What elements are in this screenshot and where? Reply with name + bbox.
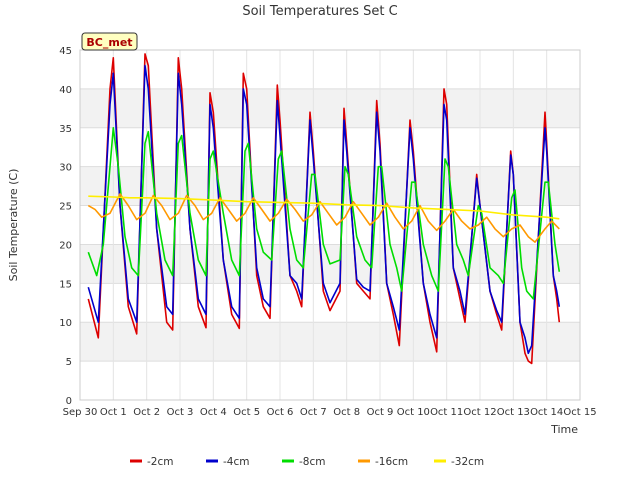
y-tick-label: 5 (66, 357, 72, 368)
y-tick-label: 35 (59, 124, 72, 135)
legend-item: -32cm (434, 456, 484, 468)
y-tick-label: 25 (59, 202, 72, 213)
legend-item: -4cm (206, 456, 249, 468)
y-tick-label: 10 (59, 318, 72, 329)
chart-title: Soil Temperatures Set C (242, 4, 397, 19)
x-axis-tick-labels: Sep 30 Oct 1 Oct 2 Oct 3 Oct 4 Oct 5 Oct 6 Oct … (63, 407, 597, 418)
x-tick-label: Oct 14 (530, 407, 563, 418)
legend-label: -16cm (375, 456, 408, 468)
series-line-8cmcm (87, 127, 561, 300)
x-tick-label: Sep 30 (63, 407, 98, 418)
site-badge: BC_met (81, 32, 138, 51)
legend: -2cm -4cm -8cm -16cm -32cm (130, 456, 484, 468)
legend-label: -4cm (223, 456, 249, 468)
legend-label: -32cm (451, 456, 484, 468)
x-tick-label: Oct 1 (100, 407, 127, 418)
x-tick-label: Oct 10 (397, 407, 430, 418)
y-tick-label: 20 (59, 240, 72, 251)
y-tick-label: 30 (59, 163, 72, 174)
x-tick-label: Oct 7 (300, 407, 327, 418)
series-line-2cmcm (87, 53, 561, 365)
series-line-16cmcm (87, 193, 560, 243)
x-tick-label: Oct 9 (367, 407, 394, 418)
legend-item: -2cm (130, 456, 173, 468)
site-badge-box (81, 32, 138, 51)
y-axis-label: Soil Temperature (C) (7, 169, 20, 282)
x-axis-label: Time (550, 423, 578, 436)
series-line-4cmcm (87, 64, 561, 355)
series-line-32cmcm (88, 195, 560, 220)
legend-label: -2cm (147, 456, 173, 468)
y-axis-tick-labels: 0 5 10 15 20 25 30 35 40 45 (59, 46, 72, 407)
y-tick-label: 40 (59, 85, 72, 96)
y-tick-label: 45 (59, 46, 72, 57)
background-band (80, 166, 580, 206)
y-tick-label: 15 (59, 279, 72, 290)
x-tick-label: Oct 5 (233, 407, 260, 418)
background-band (80, 322, 580, 362)
x-tick-label: Oct 3 (167, 407, 194, 418)
series-layer (87, 53, 561, 365)
x-tick-label: Oct 2 (133, 407, 160, 418)
site-badge-label: BC_met (86, 36, 132, 49)
x-tick-label: Oct 6 (267, 407, 294, 418)
x-tick-label: Oct 12 (463, 407, 496, 418)
legend-item: -8cm (282, 456, 325, 468)
background-band (80, 88, 580, 128)
legend-label: -8cm (299, 456, 325, 468)
plot-background-bands (80, 50, 580, 400)
y-tick-label: 0 (66, 396, 72, 407)
legend-item: -16cm (358, 456, 408, 468)
x-tick-label: Oct 15 (563, 407, 596, 418)
plot-area-frame (79, 49, 581, 401)
x-tick-label: Oct 8 (333, 407, 360, 418)
grid-lines (79, 49, 581, 401)
x-tick-label: Oct 11 (430, 407, 463, 418)
x-tick-label: Oct 4 (200, 407, 227, 418)
x-tick-label: Oct 13 (497, 407, 530, 418)
